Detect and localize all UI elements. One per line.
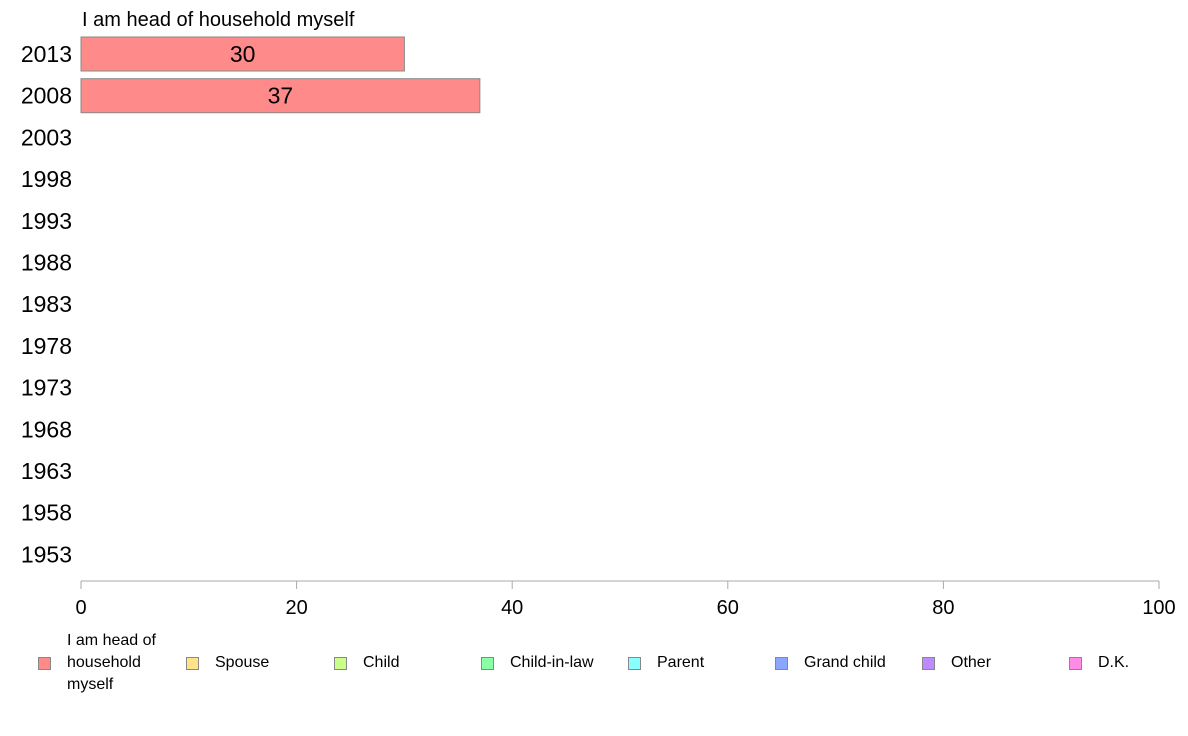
legend-label: Grand child (804, 654, 886, 671)
x-tick-label: 100 (1142, 597, 1175, 619)
legend-swatch (922, 656, 935, 670)
legend-label: Parent (657, 654, 705, 671)
y-tick-label: 1973 (21, 375, 72, 401)
bars: 30 37 (80, 36, 481, 114)
legend-item: Other (922, 630, 991, 696)
y-tick-label: 1963 (21, 458, 72, 484)
y-tick-label: 1958 (21, 500, 72, 526)
x-tick-label: 40 (501, 597, 523, 619)
y-tick-label: 1983 (21, 291, 72, 317)
legend-label: Other (951, 654, 992, 671)
legend-swatch (38, 656, 51, 670)
x-tick-label: 60 (717, 597, 739, 619)
legend-swatch (1069, 656, 1082, 670)
bar-chart: I am head of household myself 2013200820… (21, 9, 1176, 619)
legend-swatch (186, 656, 199, 670)
legend: I am head of household myself Spouse Child Ch… (38, 630, 1178, 700)
y-tick-label: 1993 (21, 208, 72, 234)
y-tick-label: 2013 (21, 41, 72, 67)
y-tick-label: 2003 (21, 124, 72, 150)
x-axis: 0 20 40 60 80 100 (75, 580, 1176, 619)
x-tick-label: 0 (75, 597, 86, 619)
legend-item: I am head of household myself (38, 630, 156, 696)
legend-swatch (775, 656, 788, 670)
bar-value-label: 37 (268, 83, 294, 109)
y-tick-label: 2008 (21, 83, 72, 109)
x-tick-label: 80 (932, 597, 954, 619)
legend-swatch (481, 656, 494, 670)
y-tick-label: 1968 (21, 416, 72, 442)
chart-title: I am head of household myself (82, 9, 355, 31)
legend-swatch (334, 656, 347, 670)
legend-item: Child-in-law (481, 630, 594, 696)
legend-item: Spouse (186, 630, 269, 696)
y-tick-label: 1953 (21, 541, 72, 567)
legend-item: Child (334, 630, 399, 696)
bar (80, 36, 405, 72)
legend-item: D.K. (1069, 630, 1129, 696)
legend-label: D.K. (1098, 654, 1130, 671)
legend-item: Parent (628, 630, 704, 696)
legend-swatch (628, 656, 641, 670)
y-tick-label: 1998 (21, 166, 72, 192)
y-tick-label: 1978 (21, 333, 72, 359)
legend-label: Child-in-law (510, 654, 594, 671)
x-tick-label: 20 (285, 597, 307, 619)
y-tick-label: 1988 (21, 250, 72, 276)
legend-label: Spouse (215, 654, 270, 671)
legend-item: Grand child (775, 630, 886, 696)
legend-label: Child (363, 654, 400, 671)
bar (80, 78, 481, 114)
legend-label: I am head of household myself (67, 632, 156, 693)
bar-value-label: 30 (230, 41, 256, 67)
y-axis-labels: 2013 2008 2003 1998 1993 1988 1983 1978 1973 1968… (21, 41, 72, 567)
